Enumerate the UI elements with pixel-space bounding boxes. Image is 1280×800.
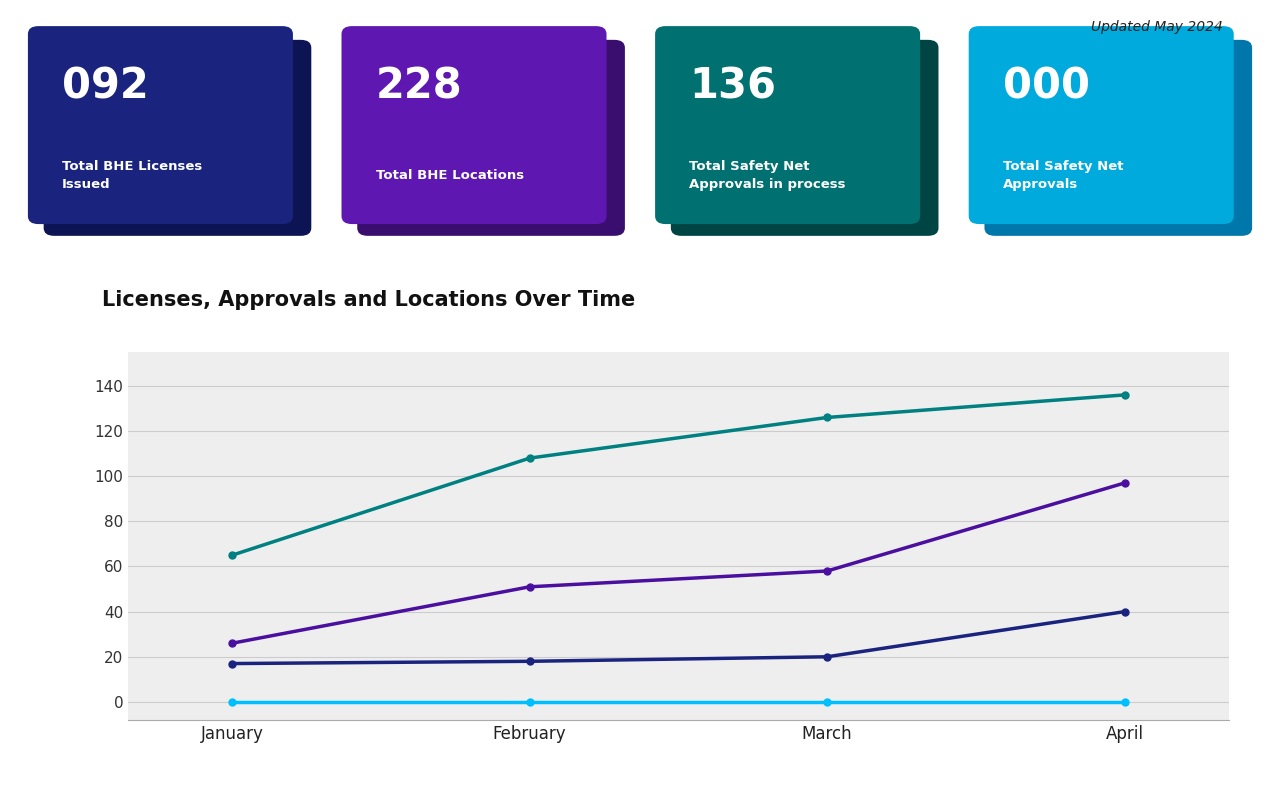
Text: 136: 136	[689, 66, 776, 108]
Text: Total BHE Licenses
Issued: Total BHE Licenses Issued	[61, 159, 202, 190]
FancyBboxPatch shape	[984, 40, 1252, 236]
Text: Total BHE Locations: Total BHE Locations	[375, 169, 524, 182]
FancyBboxPatch shape	[671, 40, 938, 236]
FancyBboxPatch shape	[40, 275, 1266, 773]
FancyBboxPatch shape	[28, 26, 293, 224]
FancyBboxPatch shape	[655, 26, 920, 224]
Text: Total Safety Net
Approvals in process: Total Safety Net Approvals in process	[689, 159, 846, 190]
Text: 000: 000	[1002, 66, 1089, 108]
Text: Updated May 2024: Updated May 2024	[1091, 20, 1222, 34]
Text: 092: 092	[61, 66, 148, 108]
FancyBboxPatch shape	[357, 40, 625, 236]
FancyBboxPatch shape	[342, 26, 607, 224]
Text: Total Safety Net
Approvals: Total Safety Net Approvals	[1002, 159, 1124, 190]
Text: 228: 228	[375, 66, 462, 108]
FancyBboxPatch shape	[44, 40, 311, 236]
FancyBboxPatch shape	[969, 26, 1234, 224]
Text: Licenses, Approvals and Locations Over Time: Licenses, Approvals and Locations Over T…	[102, 290, 636, 310]
